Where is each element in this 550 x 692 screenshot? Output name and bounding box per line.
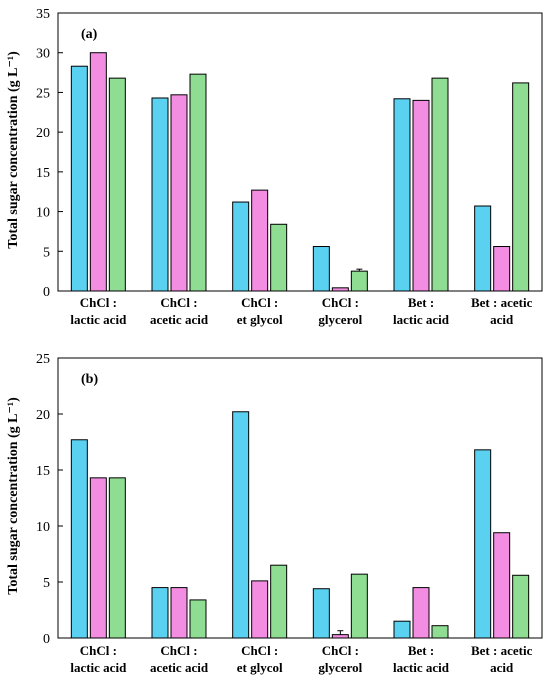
bar-series-1-cat-6	[474, 205, 492, 292]
category-label-line: lactic acid	[393, 660, 450, 675]
bar-series-1-cat-1	[70, 439, 88, 639]
category-label-line: acetic acid	[150, 312, 209, 327]
category-label: ChCl : glycerol	[318, 295, 362, 327]
category-label: Bet : lactic acid	[393, 643, 450, 675]
bar-series-3-cat-3	[270, 564, 288, 639]
bar-series-2-cat-1	[89, 477, 107, 639]
category-label-line: lactic acid	[70, 312, 127, 327]
y-tick-label: 15	[36, 464, 50, 479]
bar-series-3-cat-2	[189, 599, 207, 639]
y-tick-label: 0	[43, 632, 50, 647]
y-tick-label: 20	[36, 126, 50, 141]
category-label-line: acid	[490, 312, 514, 327]
category-label-line: et glycol	[237, 660, 283, 675]
bar-series-1-cat-5	[393, 620, 411, 639]
plot-frame	[57, 12, 543, 292]
bar-series-2-cat-3	[251, 189, 269, 292]
category-label: ChCl : acetic acid	[150, 643, 209, 675]
category-label-line: ChCl :	[160, 295, 197, 310]
y-tick-label: 10	[36, 520, 50, 535]
panel-label: (a)	[81, 27, 98, 42]
bar-series-1-cat-5	[393, 98, 411, 292]
category-label-line: ChCl :	[80, 295, 117, 310]
y-tick-label: 30	[36, 47, 50, 62]
category-label-line: ChCl :	[241, 295, 278, 310]
bar-series-1-cat-3	[232, 411, 250, 639]
category-label-line: lactic acid	[70, 660, 127, 675]
bar-series-2-cat-6	[493, 532, 511, 639]
bar-series-2-cat-5	[412, 587, 430, 639]
category-label-line: Bet : acetic	[471, 643, 533, 658]
y-axis-label: Total sugar concentration (g L⁻¹)	[6, 397, 21, 595]
chart-panel-b: 0 5 10 15 20 25 Total sugar concentration (g L…	[6, 352, 543, 675]
bar-series-3-cat-6	[512, 574, 530, 639]
y-tick-label: 25	[36, 86, 50, 101]
category-label: Bet : lactic acid	[393, 295, 450, 327]
bar-series-3-cat-5	[431, 77, 449, 292]
category-label-line: ChCl :	[322, 643, 359, 658]
category-label: ChCl : lactic acid	[70, 295, 127, 327]
bar-series-2-cat-6	[493, 246, 511, 292]
category-label: ChCl : glycerol	[318, 643, 362, 675]
bar-series-2-cat-4	[331, 634, 349, 639]
category-label-line: ChCl :	[241, 643, 278, 658]
bar-series-2-cat-1	[89, 52, 107, 292]
bar-series-2-cat-4	[331, 287, 349, 292]
category-label-line: acetic acid	[150, 660, 209, 675]
y-tick-label: 10	[36, 206, 50, 221]
category-label: ChCl : et glycol	[237, 295, 283, 327]
category-label-line: ChCl :	[80, 643, 117, 658]
bar-series-3-cat-2	[189, 73, 207, 292]
bar-series-3-cat-1	[108, 77, 126, 292]
category-label-line: glycerol	[318, 660, 362, 675]
category-label-line: Bet :	[408, 643, 434, 658]
category-label: ChCl : et glycol	[237, 643, 283, 675]
category-label-line: glycerol	[318, 312, 362, 327]
y-tick-label: 5	[43, 245, 50, 260]
category-label-line: acid	[490, 660, 514, 675]
category-label-line: ChCl :	[160, 643, 197, 658]
bar-series-1-cat-2	[151, 587, 169, 639]
bar-series-1-cat-1	[70, 65, 88, 292]
category-label: Bet : acetic acid	[471, 295, 533, 327]
y-tick-label: 35	[36, 7, 50, 22]
bar-series-1-cat-6	[474, 449, 492, 639]
y-tick-label: 20	[36, 408, 50, 423]
category-label-line: et glycol	[237, 312, 283, 327]
y-tick-label: 15	[36, 166, 50, 181]
category-label-line: Bet :	[408, 295, 434, 310]
y-tick-label: 5	[43, 576, 50, 591]
bar-series-3-cat-1	[108, 477, 126, 639]
bar-series-2-cat-2	[170, 587, 188, 639]
bar-series-3-cat-4	[350, 573, 368, 639]
bar-series-1-cat-2	[151, 97, 169, 292]
category-label-line: ChCl :	[322, 295, 359, 310]
bar-series-1-cat-3	[232, 201, 250, 292]
bar-series-3-cat-4	[350, 270, 368, 292]
bar-series-3-cat-6	[512, 82, 530, 292]
category-label: Bet : acetic acid	[471, 643, 533, 675]
category-label-line: Bet : acetic	[471, 295, 533, 310]
bar-series-2-cat-2	[170, 94, 188, 292]
bar-series-3-cat-3	[270, 223, 288, 292]
y-tick-label: 25	[36, 352, 50, 367]
bar-series-2-cat-5	[412, 99, 430, 292]
y-tick-label: 0	[43, 285, 50, 300]
panel-label: (b)	[81, 372, 98, 387]
bar-series-1-cat-4	[312, 246, 330, 292]
category-label: ChCl : acetic acid	[150, 295, 209, 327]
chart-panel-a: 0 5 10 15 20 25 30 35 Total sugar concentration …	[6, 7, 543, 327]
bar-series-1-cat-4	[312, 588, 330, 639]
category-label-line: lactic acid	[393, 312, 450, 327]
bar-series-3-cat-5	[431, 625, 449, 639]
category-label: ChCl : lactic acid	[70, 643, 127, 675]
bar-series-2-cat-3	[251, 580, 269, 639]
plot-frame	[57, 357, 543, 639]
y-axis-label: Total sugar concentration (g L⁻¹)	[6, 51, 21, 249]
